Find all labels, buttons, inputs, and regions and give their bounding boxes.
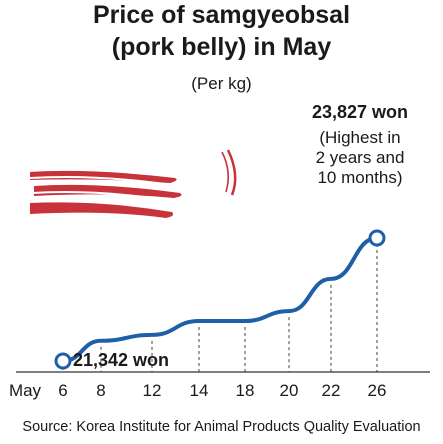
meat-edge-icon [29, 176, 179, 187]
source-note: Source: Korea Institute for Animal Produ… [22, 419, 421, 435]
peak-note-line: 10 months) [317, 168, 403, 187]
x-tick-label: 6 [58, 381, 67, 400]
chart-title-line-2: (pork belly) in May [111, 33, 332, 61]
x-tick-label: 14 [190, 381, 209, 400]
meat-slice-icon [30, 170, 177, 183]
peak-note-line: (Highest in [319, 128, 401, 147]
meat-slice-icon [30, 202, 174, 218]
x-tick-label: 12 [143, 381, 162, 400]
x-tick-label: 18 [236, 381, 255, 400]
series-line [61, 236, 379, 363]
high-point-marker [368, 229, 386, 247]
peak-value-label: 23,827 won [311, 102, 409, 122]
x-tick-label: 26 [368, 381, 387, 400]
low-point-marker [54, 352, 72, 370]
meat-slice-icon [34, 184, 182, 198]
drop-lines [62, 244, 378, 372]
x-month-label: May [9, 381, 42, 400]
x-tick-label: 8 [96, 381, 105, 400]
x-tick-label: 20 [280, 381, 299, 400]
meat-edge-icon [31, 191, 181, 203]
meat-strand-icon [221, 151, 230, 193]
x-tick-label: 22 [322, 381, 341, 400]
chart-title-line-1: Price of samgyeobsal [92, 1, 351, 29]
x-tick-labels: 6 8 12 14 18 20 22 26 [58, 381, 386, 400]
unit-label: (Per kg) [191, 74, 252, 93]
pork-belly-illustration [29, 149, 237, 218]
meat-strand-icon [226, 149, 237, 196]
peak-note-line: 2 years and [315, 148, 405, 167]
low-value-label: 21,342 won [73, 350, 170, 370]
peak-note: (Highest in 2 years and 10 months) [290, 128, 430, 188]
